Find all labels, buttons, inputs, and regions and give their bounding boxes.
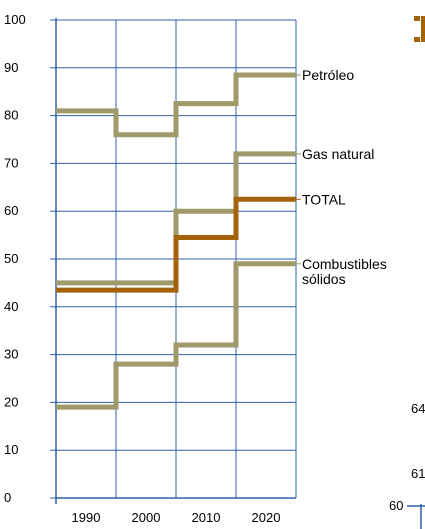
ytick-label-30: 30	[4, 347, 18, 362]
ytick-label-100: 100	[4, 12, 26, 27]
ytick-label-40: 40	[4, 299, 18, 314]
series-label-gas-natural: Gas natural	[302, 146, 374, 162]
series-line-petr-leo	[56, 72, 296, 138]
series-label-total: TOTAL	[302, 191, 346, 207]
ytick-label-50: 50	[4, 251, 18, 266]
ytick-label-90: 90	[4, 60, 18, 75]
xtick-label-2020: 2020	[252, 510, 281, 525]
ytick-label-70: 70	[4, 155, 18, 170]
axes: 0 10 20 30 40 50 60 70 80 90 100 1990 2000 2010 2020	[4, 12, 296, 525]
series-line-combustibles-s-lidos	[56, 261, 296, 410]
series-label-line-1: sólidos	[302, 271, 346, 287]
legend-fragment-3	[421, 16, 425, 42]
series-label-combustibles-s-lidos: Combustibles sólidos	[302, 256, 387, 287]
series-labels: Petróleo Gas natural TOTAL Combustibles sóli…	[296, 67, 387, 287]
xtick-label-2000: 2000	[132, 510, 161, 525]
series-label-line-0: Combustibles	[302, 256, 387, 272]
ytick-label-20: 20	[4, 394, 18, 409]
series-lines	[56, 72, 296, 410]
series-line-total	[56, 196, 296, 293]
fragment-label-2: 60	[389, 498, 403, 513]
ytick-label-0: 0	[4, 490, 11, 505]
legend-fragment-1	[414, 16, 420, 21]
series-line-gas-natural	[56, 151, 296, 286]
fragment-label-1: 61	[411, 466, 425, 481]
legend-fragment-2	[414, 37, 420, 42]
ytick-label-60: 60	[4, 203, 18, 218]
xtick-label-1990: 1990	[72, 510, 101, 525]
ytick-label-10: 10	[4, 442, 18, 457]
fragment-label-0: 64	[411, 401, 425, 416]
cropped-fragments: 64 61 60	[389, 16, 425, 529]
series-label-petr-leo: Petróleo	[302, 67, 354, 83]
xtick-label-2010: 2010	[192, 510, 221, 525]
ytick-label-80: 80	[4, 108, 18, 123]
